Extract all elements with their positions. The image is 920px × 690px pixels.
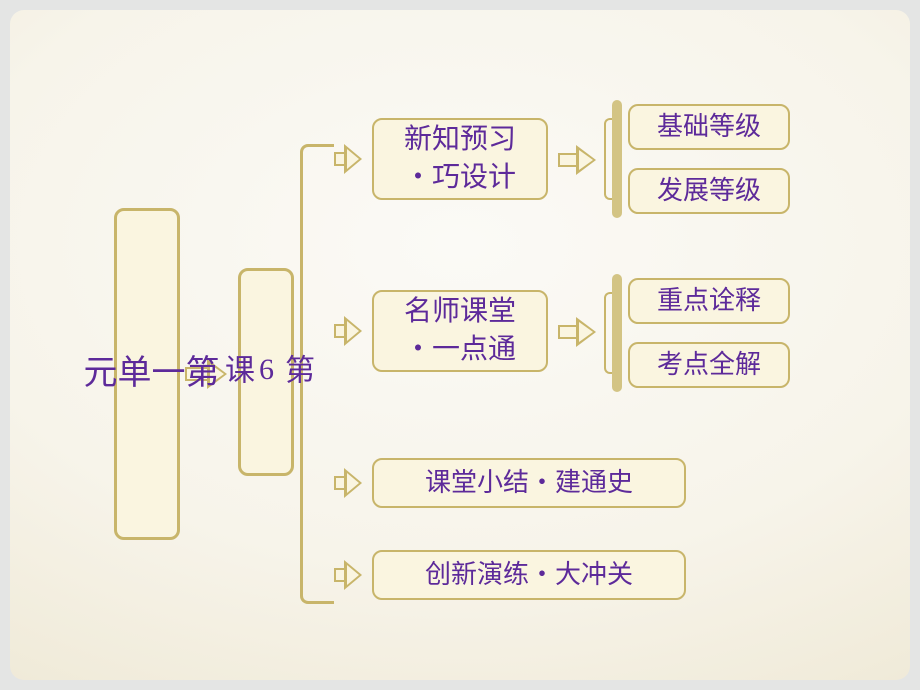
node-label-leaf1: 基础等级 <box>657 109 761 144</box>
arrow-a_mid2 <box>334 316 362 346</box>
arrow-a_mid4 <box>334 560 362 590</box>
node-mid4: 创新演练・大冲关 <box>372 550 686 600</box>
node-mid1: 新知预习 ・巧设计 <box>372 118 548 200</box>
node-mid3: 课堂小结・建通史 <box>372 458 686 508</box>
arrow-a_mid1 <box>334 144 362 174</box>
node-leaf1: 基础等级 <box>628 104 790 150</box>
page-background: 第 一 单 元第 6 课新知预习 ・巧设计名师课堂 ・一点通课堂小结・建通史创新… <box>0 0 920 690</box>
node-label-leaf2: 发展等级 <box>657 173 761 208</box>
arrow-a_leaf34 <box>558 317 596 347</box>
node-label-lesson: 第 6 课 <box>221 353 311 391</box>
node-label-leaf3: 重点诠释 <box>657 283 761 318</box>
node-mid2: 名师课堂 ・一点通 <box>372 290 548 372</box>
node-label-leaf4: 考点全解 <box>657 347 761 382</box>
vbar-vbar1 <box>612 100 622 218</box>
node-label-unit: 第 一 单 元 <box>79 354 215 394</box>
node-label-mid3: 课堂小结・建通史 <box>425 465 633 500</box>
node-label-mid1: 新知预习 ・巧设计 <box>404 121 516 197</box>
node-label-mid4: 创新演练・大冲关 <box>425 557 633 592</box>
node-lesson: 第 6 课 <box>238 268 294 476</box>
node-leaf3: 重点诠释 <box>628 278 790 324</box>
arrow-a_mid3 <box>334 468 362 498</box>
node-leaf4: 考点全解 <box>628 342 790 388</box>
arrow-a_leaf12 <box>558 145 596 175</box>
node-label-mid2: 名师课堂 ・一点通 <box>404 293 516 369</box>
node-unit: 第 一 单 元 <box>114 208 180 540</box>
vbar-vbar2 <box>612 274 622 392</box>
slide-canvas: 第 一 单 元第 6 课新知预习 ・巧设计名师课堂 ・一点通课堂小结・建通史创新… <box>10 10 910 680</box>
node-leaf2: 发展等级 <box>628 168 790 214</box>
